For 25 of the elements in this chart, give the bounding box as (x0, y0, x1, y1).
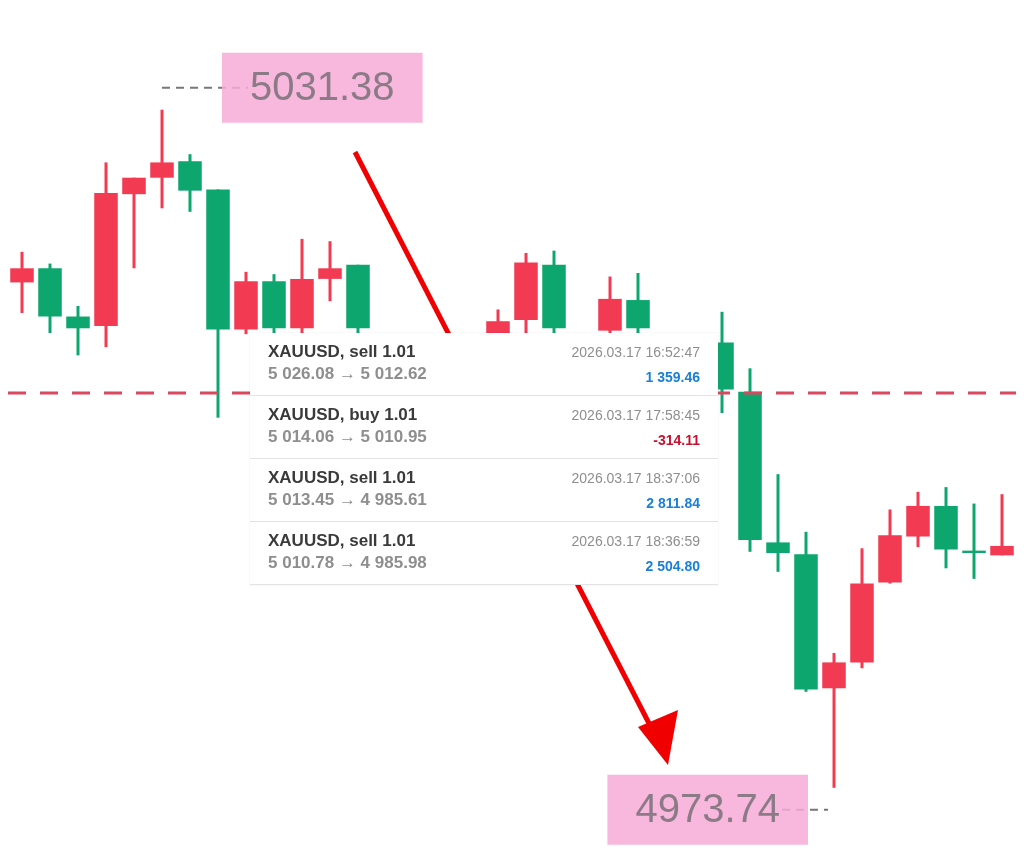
annotation: 4973.74 (635, 785, 780, 830)
candlestick (150, 109, 174, 209)
candlestick (766, 474, 790, 572)
candlestick (66, 304, 90, 356)
annotation: 1 359.46 (645, 369, 700, 385)
annotation: 5 026.08 → 5 012.62 (268, 364, 427, 383)
candlestick (10, 250, 34, 313)
annotation: XAUUSD, buy 1.01 (268, 405, 418, 424)
annotation: 2026.03.17 16:52:47 (571, 344, 700, 360)
candlestick (990, 494, 1014, 556)
candlestick (318, 241, 342, 303)
annotation: 5 014.06 → 5 010.95 (268, 427, 427, 446)
annotation: XAUUSD, sell 1.01 (268, 468, 416, 487)
text: 5031.38 (250, 63, 395, 108)
annotation: XAUUSD, sell 1.01 (268, 531, 416, 550)
candlestick (122, 177, 146, 269)
annotation: XAUUSD, sell 1.01 (268, 342, 416, 361)
annotation: 2026.03.17 18:37:06 (571, 470, 700, 486)
annotation: 2026.03.17 17:58:45 (571, 407, 700, 423)
annotation: 2026.03.17 18:36:59 (571, 533, 700, 549)
annotation: 2 504.80 (645, 558, 700, 574)
annotation: 5 010.78 → 4 985.98 (268, 553, 427, 572)
annotation: -314.11 (653, 432, 700, 448)
annotation: 2 811.84 (646, 495, 700, 511)
annotation: 5 013.45 → 4 985.61 (268, 490, 427, 509)
